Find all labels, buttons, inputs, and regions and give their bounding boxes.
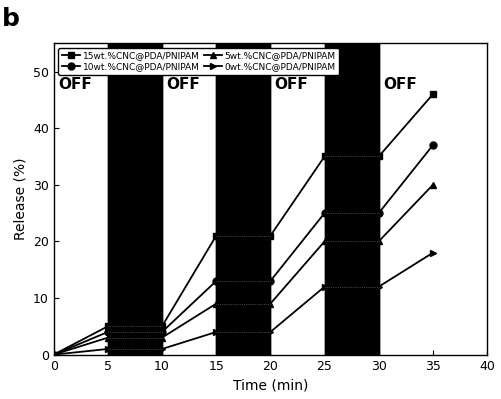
0wt.%CNC@PDA/PNIPAM xyxy=(213,330,219,334)
Bar xyxy=(216,43,270,355)
15wt.%CNC@PDA/PNIPAM xyxy=(321,154,327,159)
0wt.%CNC@PDA/PNIPAM xyxy=(51,352,57,357)
Line: 15wt.%CNC@PDA/PNIPAM: 15wt.%CNC@PDA/PNIPAM xyxy=(50,91,435,358)
15wt.%CNC@PDA/PNIPAM xyxy=(267,233,273,238)
0wt.%CNC@PDA/PNIPAM xyxy=(105,347,111,352)
0wt.%CNC@PDA/PNIPAM xyxy=(159,347,165,352)
15wt.%CNC@PDA/PNIPAM xyxy=(375,154,381,159)
Line: 0wt.%CNC@PDA/PNIPAM: 0wt.%CNC@PDA/PNIPAM xyxy=(50,249,435,358)
Text: OFF: OFF xyxy=(382,77,416,92)
0wt.%CNC@PDA/PNIPAM xyxy=(321,284,327,289)
5wt.%CNC@PDA/PNIPAM xyxy=(375,239,381,244)
10wt.%CNC@PDA/PNIPAM xyxy=(321,211,327,215)
5wt.%CNC@PDA/PNIPAM xyxy=(321,239,327,244)
0wt.%CNC@PDA/PNIPAM xyxy=(429,250,435,255)
Text: OFF: OFF xyxy=(58,77,92,92)
Bar xyxy=(108,43,162,355)
15wt.%CNC@PDA/PNIPAM xyxy=(429,92,435,97)
5wt.%CNC@PDA/PNIPAM xyxy=(51,352,57,357)
Line: 10wt.%CNC@PDA/PNIPAM: 10wt.%CNC@PDA/PNIPAM xyxy=(50,142,435,358)
Line: 5wt.%CNC@PDA/PNIPAM: 5wt.%CNC@PDA/PNIPAM xyxy=(50,181,435,358)
5wt.%CNC@PDA/PNIPAM xyxy=(267,301,273,306)
0wt.%CNC@PDA/PNIPAM xyxy=(375,284,381,289)
10wt.%CNC@PDA/PNIPAM xyxy=(105,330,111,334)
Text: OFF: OFF xyxy=(166,77,200,92)
15wt.%CNC@PDA/PNIPAM xyxy=(159,324,165,329)
5wt.%CNC@PDA/PNIPAM xyxy=(159,335,165,340)
5wt.%CNC@PDA/PNIPAM xyxy=(429,182,435,187)
0wt.%CNC@PDA/PNIPAM xyxy=(267,330,273,334)
10wt.%CNC@PDA/PNIPAM xyxy=(267,279,273,283)
Bar xyxy=(108,43,162,355)
15wt.%CNC@PDA/PNIPAM xyxy=(51,352,57,357)
10wt.%CNC@PDA/PNIPAM xyxy=(429,143,435,148)
Bar xyxy=(324,43,378,355)
10wt.%CNC@PDA/PNIPAM xyxy=(213,279,219,283)
Bar xyxy=(324,43,378,355)
Bar xyxy=(216,43,270,355)
10wt.%CNC@PDA/PNIPAM xyxy=(159,330,165,334)
10wt.%CNC@PDA/PNIPAM xyxy=(51,352,57,357)
Text: OFF: OFF xyxy=(274,77,308,92)
15wt.%CNC@PDA/PNIPAM xyxy=(105,324,111,329)
5wt.%CNC@PDA/PNIPAM xyxy=(105,335,111,340)
Legend: 15wt.%CNC@PDA/PNIPAM, 10wt.%CNC@PDA/PNIPAM, 5wt.%CNC@PDA/PNIPAM, 0wt.%CNC@PDA/PN: 15wt.%CNC@PDA/PNIPAM, 10wt.%CNC@PDA/PNIP… xyxy=(58,48,339,75)
5wt.%CNC@PDA/PNIPAM xyxy=(213,301,219,306)
10wt.%CNC@PDA/PNIPAM xyxy=(375,211,381,215)
Y-axis label: Release (%): Release (%) xyxy=(13,158,27,240)
Text: b: b xyxy=(2,7,20,31)
15wt.%CNC@PDA/PNIPAM xyxy=(213,233,219,238)
X-axis label: Time (min): Time (min) xyxy=(232,378,308,392)
